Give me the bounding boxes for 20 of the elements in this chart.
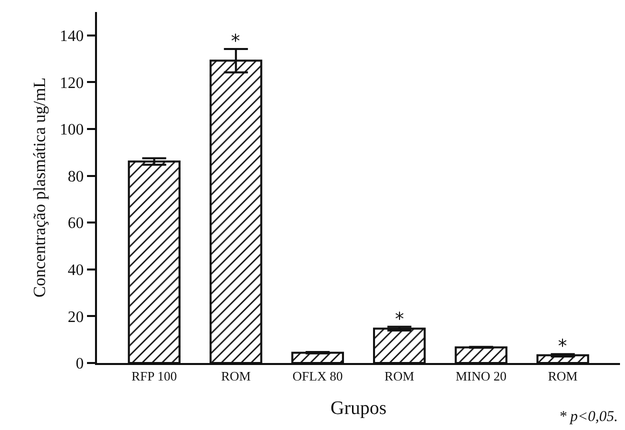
text: * p<0,05.	[559, 409, 618, 425]
y-tick-label: 0	[76, 356, 84, 373]
x-tick-label: OFLX 80	[292, 368, 343, 384]
y-tick-label: 100	[60, 122, 84, 139]
y-tick-label: 120	[60, 74, 84, 92]
x-tick-label: MINO 20	[456, 368, 507, 384]
x-axis-title: Grupos	[330, 398, 386, 419]
y-tick-label: 80	[68, 168, 84, 186]
x-tick-label: ROM	[548, 368, 578, 384]
data-label: *	[395, 309, 404, 330]
data-label: *	[231, 31, 240, 52]
y-tick-label: 20	[68, 308, 84, 326]
data-label: *	[558, 336, 567, 357]
x-tick-label: ROM	[384, 368, 415, 384]
y-axis-title: Concentração plasmática ug/mL	[30, 78, 49, 298]
y-tick-label: 140	[60, 28, 84, 45]
y-tick-label: 60	[68, 215, 84, 232]
x-tick-label: RFP 100	[131, 368, 177, 384]
y-tick-label: 40	[68, 262, 84, 279]
x-tick-label: ROM	[221, 368, 252, 384]
